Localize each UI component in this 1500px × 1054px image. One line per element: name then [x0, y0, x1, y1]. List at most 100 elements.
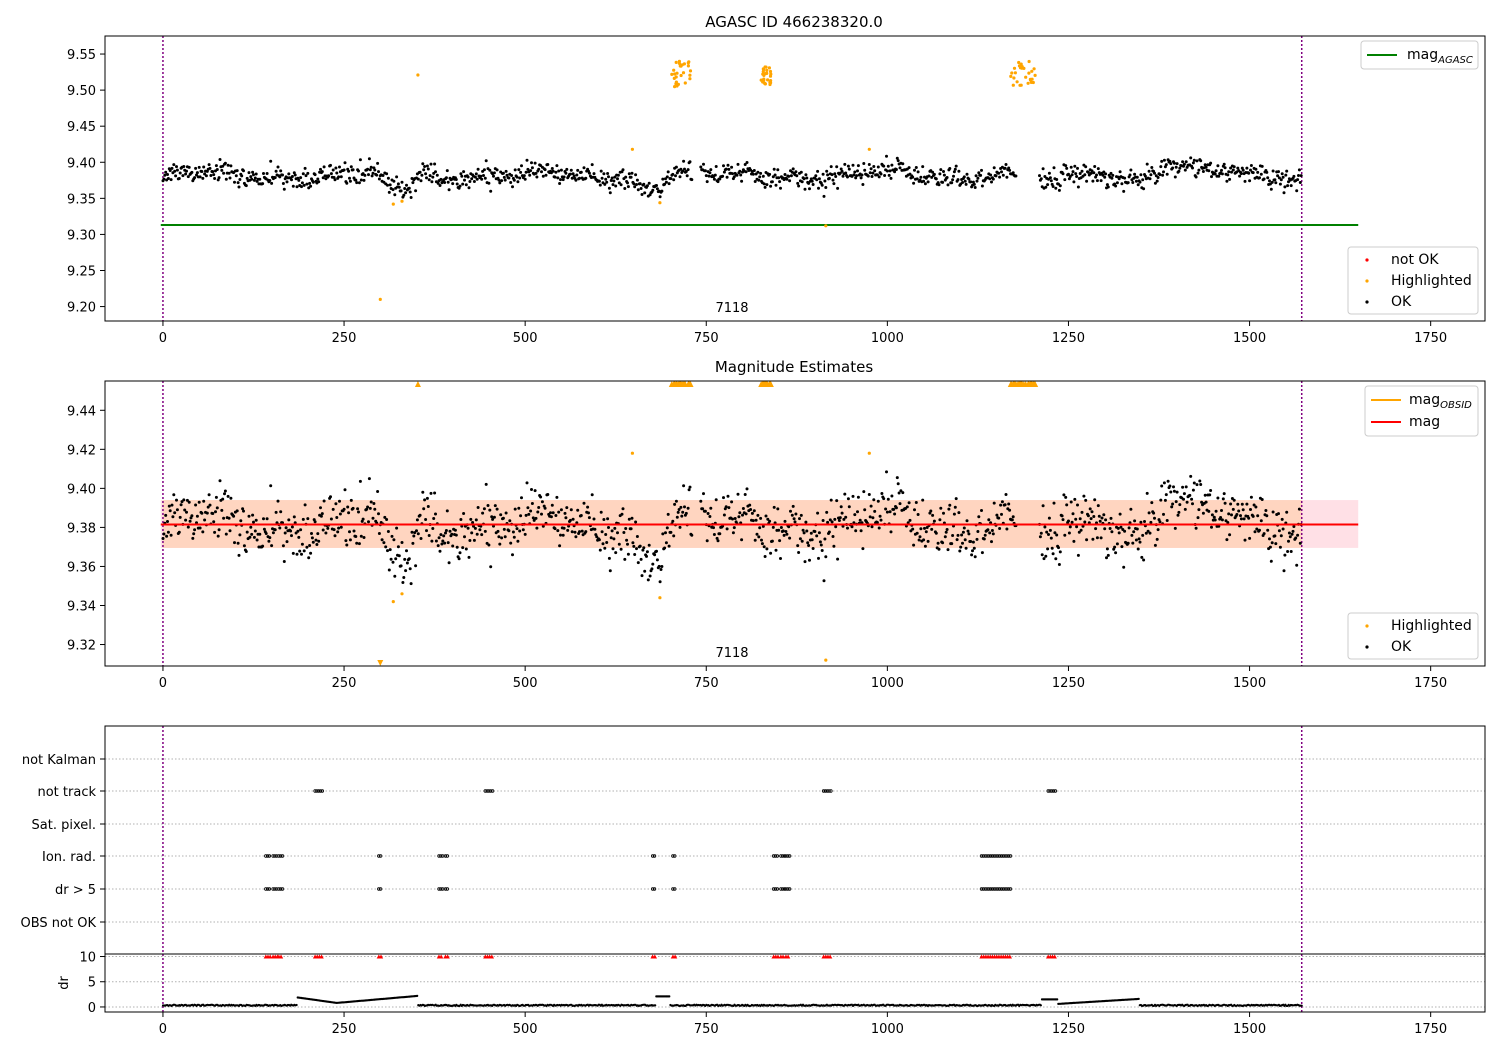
ok-point	[639, 187, 643, 190]
ok-point	[411, 181, 415, 185]
ok-point	[331, 168, 335, 172]
ok-point	[1259, 172, 1263, 176]
ok-point	[1296, 178, 1300, 182]
ok-point	[655, 184, 658, 187]
ok-point	[421, 162, 425, 166]
ok-point	[530, 166, 534, 170]
ok-point	[348, 176, 351, 180]
ok-point	[1201, 511, 1205, 515]
ok-point	[890, 163, 894, 167]
ok-point	[401, 581, 405, 584]
ok-point	[757, 178, 761, 182]
ok-point	[217, 176, 221, 180]
ok-point	[942, 173, 946, 177]
ok-point	[977, 515, 981, 519]
ok-point	[498, 542, 502, 546]
ok-point	[809, 531, 813, 535]
ok-point	[447, 188, 451, 192]
ok-point	[938, 172, 942, 176]
highlighted-point	[658, 201, 662, 205]
ok-point	[1086, 514, 1090, 518]
ok-point	[1083, 173, 1087, 177]
ok-point	[249, 175, 253, 179]
ok-point	[659, 568, 663, 571]
ok-point	[218, 479, 222, 483]
ok-point	[533, 161, 537, 165]
ok-point	[818, 540, 822, 544]
ok-point	[1207, 169, 1211, 173]
ok-point	[763, 185, 767, 189]
ok-point	[1241, 168, 1245, 172]
flag-point	[997, 887, 1002, 891]
ok-point	[495, 507, 499, 511]
ok-point	[517, 506, 521, 510]
ok-point	[794, 512, 798, 516]
highlighted-point	[768, 69, 773, 74]
ok-point	[616, 173, 620, 177]
ok-point	[252, 178, 256, 182]
ok-point	[1227, 512, 1231, 516]
ok-point	[202, 499, 206, 503]
ok-point	[1285, 169, 1289, 173]
ok-point	[1172, 489, 1176, 493]
ok-point	[655, 187, 659, 191]
ok-point	[1173, 526, 1177, 530]
ok-point	[992, 501, 996, 505]
ok-point	[252, 535, 256, 539]
ok-point	[1115, 181, 1119, 185]
x-tick-label: 1500	[1233, 1022, 1266, 1037]
ok-point	[261, 182, 265, 186]
x-tick-label: 250	[332, 1022, 357, 1037]
ok-point	[598, 548, 602, 552]
ok-point	[434, 512, 437, 516]
flag-point	[992, 854, 996, 858]
ok-point	[894, 168, 898, 171]
ok-point	[1142, 558, 1146, 562]
ok-point	[418, 513, 422, 517]
panel-1-legend-top[interactable]: magAGASC	[1360, 40, 1479, 70]
ok-point	[771, 525, 775, 529]
ok-point	[519, 170, 523, 174]
ok-point	[513, 168, 517, 172]
ok-point	[370, 174, 374, 178]
ok-point	[638, 544, 642, 548]
highlighted-point	[688, 73, 692, 77]
flag-point	[487, 789, 491, 793]
ok-point	[304, 174, 308, 178]
flag-point	[377, 854, 381, 858]
ok-point	[749, 508, 753, 511]
ok-point	[332, 528, 336, 532]
ok-point	[704, 174, 708, 178]
ok-point	[998, 527, 1002, 530]
ok-point	[800, 539, 804, 543]
ok-point	[281, 173, 284, 177]
ok-point	[882, 497, 886, 501]
ok-point	[743, 163, 747, 166]
ok-point	[476, 167, 480, 171]
panel-1-legend-bottom[interactable]: not OK Highlighted OK	[1347, 246, 1479, 315]
x-tick-label: 1250	[1052, 676, 1085, 691]
flag-point	[1050, 789, 1054, 793]
ok-point	[1297, 174, 1300, 177]
ok-point	[844, 515, 848, 519]
ok-point	[308, 544, 312, 547]
ok-point	[850, 525, 854, 529]
ok-point	[826, 520, 830, 524]
ok-point	[1277, 170, 1280, 174]
ok-point	[1134, 179, 1138, 183]
ok-point	[1253, 530, 1257, 534]
ok-point	[426, 167, 430, 171]
ok-point	[300, 552, 303, 556]
ok-point	[331, 507, 335, 511]
dr-clipped-marker	[489, 954, 495, 959]
ok-point	[674, 174, 677, 178]
panel-2-legend-bottom[interactable]: Highlighted OK	[1347, 612, 1479, 660]
panel-2-legend-top[interactable]: magOBSID mag	[1364, 385, 1479, 437]
dr-clipped-marker	[267, 954, 273, 959]
ok-point	[276, 499, 280, 503]
ok-point	[425, 529, 428, 533]
ok-point	[1155, 537, 1159, 541]
ok-point	[736, 492, 740, 496]
ok-point	[1190, 497, 1194, 501]
highlighted-point	[670, 72, 674, 76]
